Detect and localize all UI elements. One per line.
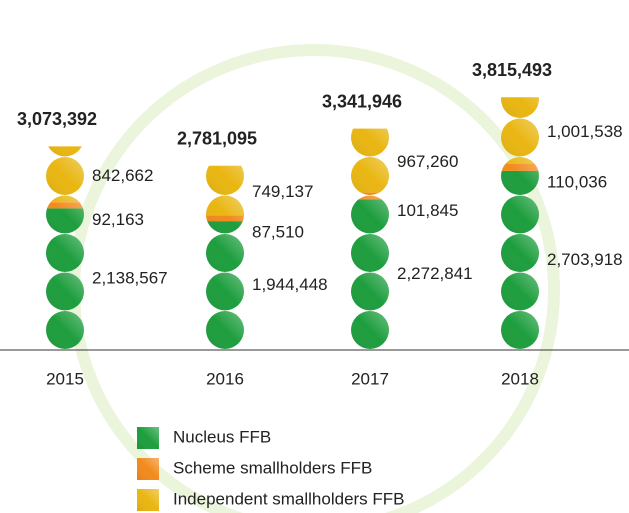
x-tick-label: 2018 (501, 369, 539, 388)
pictogram-circle (206, 80, 244, 118)
pictogram-circle (46, 42, 84, 80)
value-label: 92,163 (92, 210, 144, 229)
segment (351, 128, 389, 193)
value-label: 1,001,538 (547, 122, 623, 141)
value-label: 87,510 (252, 223, 304, 242)
pictogram-shine (46, 157, 84, 195)
segment (46, 42, 84, 349)
pictogram-shine (501, 163, 539, 171)
total-label: 3,341,946 (322, 91, 402, 111)
value-label: 110,036 (547, 172, 607, 191)
segment (46, 42, 84, 209)
pictogram-shine (206, 234, 244, 272)
pictogram-shine (46, 208, 84, 234)
pictogram-circle (206, 80, 244, 118)
pictogram-shine (351, 272, 389, 311)
x-tick-label: 2016 (206, 369, 244, 388)
pictogram-circle (46, 42, 84, 80)
pictogram-shine (206, 80, 244, 118)
pictogram-shine (206, 165, 244, 195)
legend-label: Scheme smallholders FFB (173, 458, 372, 477)
pictogram-shine (46, 311, 84, 349)
value-label: 967,260 (397, 152, 458, 171)
pictogram-shine (48, 146, 82, 157)
pictogram-shine (50, 195, 80, 203)
value-label: 2,272,841 (397, 264, 473, 283)
segment (46, 42, 84, 203)
pictogram-shine (351, 199, 389, 234)
value-label: 1,944,448 (252, 275, 328, 294)
total-label: 3,815,493 (472, 60, 552, 80)
pictogram-shine (46, 234, 84, 272)
legend-label: Independent smallholders FFB (173, 489, 405, 508)
pictogram-shine (501, 234, 539, 272)
pictogram-shine (501, 97, 539, 118)
pictogram-shine (505, 157, 535, 164)
pictogram-shine (206, 80, 244, 118)
pictogram-shine (206, 215, 244, 222)
segment (501, 163, 539, 171)
pictogram-circle (46, 42, 84, 80)
pictogram-shine (46, 42, 84, 80)
value-label: 2,703,918 (547, 250, 623, 269)
segment (206, 80, 244, 349)
legend-swatch-shine (137, 489, 159, 511)
pictogram-shine (501, 311, 539, 349)
pictogram-shine (501, 272, 539, 311)
value-label: 842,662 (92, 166, 153, 185)
legend-label: Nucleus FFB (173, 427, 271, 446)
legend-swatch-shine (137, 458, 159, 480)
x-tick-label: 2017 (351, 369, 389, 388)
pictogram-shine (501, 118, 539, 157)
pictogram-shine (206, 80, 244, 118)
segment (501, 97, 539, 164)
segment (206, 80, 244, 222)
legend-swatch-shine (137, 427, 159, 449)
pictogram-shine (351, 311, 389, 349)
segment (501, 170, 539, 349)
value-label: 2,138,567 (92, 269, 168, 288)
pictogram-shine (206, 195, 244, 216)
segment (351, 199, 389, 349)
value-label: 749,137 (252, 182, 313, 201)
x-tick-label: 2015 (46, 369, 84, 388)
total-label: 3,073,392 (17, 109, 97, 129)
total-label: 2,781,095 (177, 129, 257, 149)
pictogram-shine (207, 221, 243, 234)
segment (358, 192, 382, 200)
pictogram-shine (360, 192, 380, 195)
pictogram-shine (501, 170, 539, 195)
pictogram-shine (206, 311, 244, 349)
pictogram-shine (351, 128, 389, 157)
pictogram-circle (206, 80, 244, 118)
segment (206, 80, 244, 216)
pictogram-shine (46, 42, 84, 80)
value-label: 101,845 (397, 201, 458, 220)
pictogram-shine (46, 272, 84, 311)
pictogram-shine (351, 234, 389, 272)
pictogram-shine (501, 195, 539, 234)
pictogram-shine (47, 202, 83, 209)
pictogram-shine (206, 272, 244, 311)
pictogram-shine (358, 195, 382, 200)
pictogram-shine (351, 157, 389, 193)
pictogram-shine (46, 42, 84, 80)
